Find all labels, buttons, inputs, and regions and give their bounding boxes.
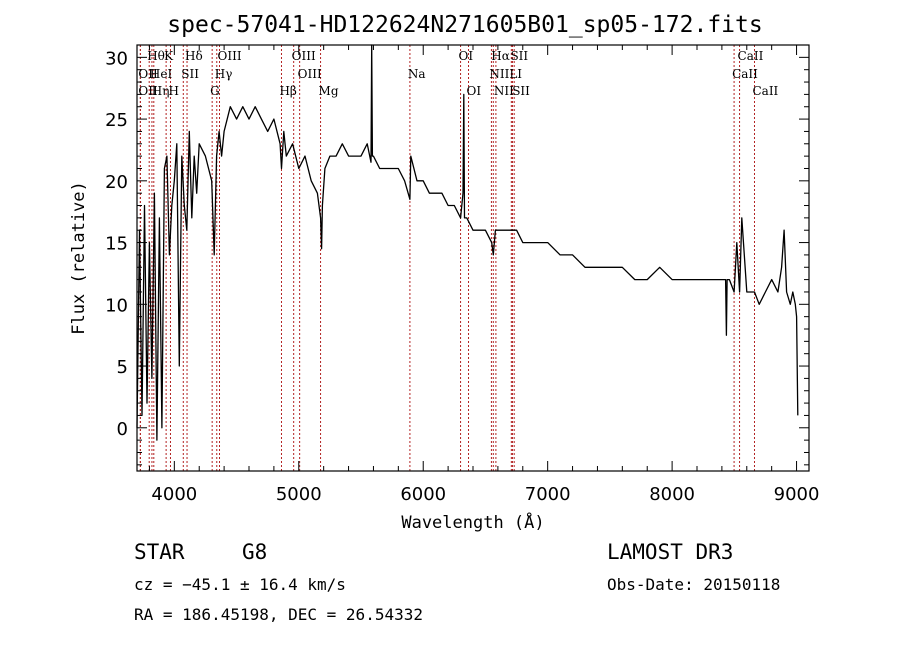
y-tick-label: 5	[117, 357, 128, 378]
line-marker-label: HeI	[150, 67, 173, 81]
spectrum-line	[136, 44, 799, 441]
line-marker-label: Na	[408, 67, 426, 81]
line-marker-label: LI	[509, 67, 522, 81]
x-tick-label: 7000	[525, 484, 571, 505]
x-tick-label: 5000	[276, 484, 322, 505]
line-marker-label: SII	[181, 67, 199, 81]
line-marker-label: OII	[138, 84, 158, 98]
axis-tick-labels: 4000 5000 6000 7000 8000 9000 0 5 10 15 20 25 30	[105, 48, 819, 505]
y-tick-label: 20	[105, 172, 128, 193]
line-marker-label: Hβ	[279, 84, 296, 98]
line-marker-label: Hη	[152, 84, 170, 98]
x-axis-label: Wavelength (Å)	[401, 511, 544, 533]
obs-date-text: Obs-Date: 20150118	[607, 575, 781, 594]
line-marker-label: Mg	[319, 84, 339, 98]
line-marker-label: OII	[138, 67, 158, 81]
y-tick-label: 25	[105, 110, 128, 131]
line-marker-label: SII	[512, 84, 530, 98]
line-marker-label: Hδ	[185, 49, 203, 63]
y-tick-label: 10	[105, 295, 128, 316]
object-class: STAR	[134, 540, 185, 564]
line-marker-label: K	[164, 49, 174, 63]
line-marker-label: OI	[459, 49, 474, 63]
x-tick-label: 4000	[151, 484, 197, 505]
line-marker-label: SII	[510, 49, 528, 63]
line-marker-label: CaII	[738, 49, 764, 63]
line-marker-label: OI	[467, 84, 482, 98]
line-markers	[139, 45, 755, 471]
y-tick-label: 15	[105, 234, 128, 255]
line-marker-label: OIII	[298, 67, 322, 81]
coordinates-text: RA = 186.45198, DEC = 26.54332	[134, 605, 423, 624]
survey-name: LAMOST DR3	[607, 540, 734, 564]
x-tick-label: 8000	[649, 484, 695, 505]
line-marker-label: Hγ	[215, 67, 233, 81]
line-marker-label: NII	[489, 67, 509, 81]
redshift-text: cz = −45.1 ± 16.4 km/s	[134, 575, 346, 594]
chart-title: spec-57041-HD122624N271605B01_sp05-172.f…	[167, 12, 762, 38]
object-subclass: G8	[242, 540, 268, 564]
x-tick-label: 6000	[400, 484, 446, 505]
line-marker-label: H	[168, 84, 178, 98]
plot-frame	[136, 44, 810, 472]
line-marker-label: CaII	[732, 67, 758, 81]
axis-ticks	[137, 44, 809, 471]
line-marker-label: Hθ	[147, 49, 165, 63]
line-marker-label: G	[210, 84, 220, 98]
line-marker-label: OIII	[218, 49, 242, 63]
line-marker-label: NII	[494, 84, 514, 98]
y-axis-label: Flux (relative)	[69, 181, 89, 335]
y-tick-label: 0	[117, 419, 128, 440]
line-marker-label: CaII	[752, 84, 778, 98]
y-tick-label: 30	[105, 48, 128, 69]
x-tick-label: 9000	[774, 484, 820, 505]
line-marker-label: OIII	[292, 49, 316, 63]
line-marker-label: Hα	[491, 49, 510, 63]
